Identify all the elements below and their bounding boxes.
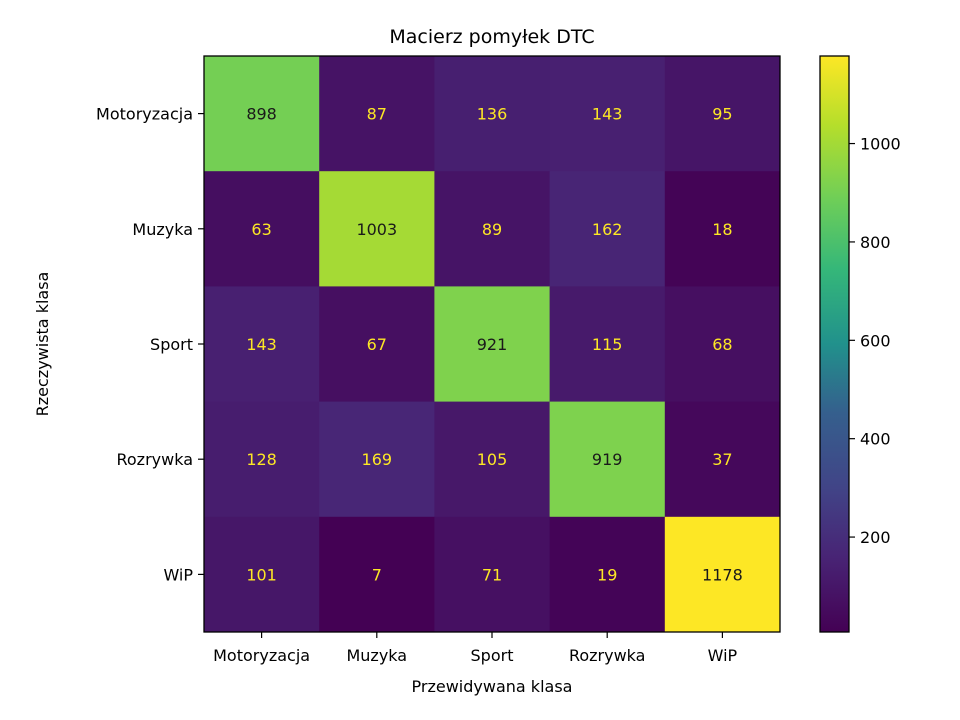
cell-value-label: 143: [592, 105, 623, 124]
colorbar-tick-label: 400: [860, 430, 891, 449]
cell-value-label: 95: [712, 105, 732, 124]
heatmap-cell: [204, 171, 320, 287]
heatmap-cell: [434, 401, 551, 518]
cell-value-label: 89: [482, 220, 502, 239]
cell-value-label: 68: [712, 335, 732, 354]
cell-value-label: 71: [482, 565, 502, 584]
colorbar-ticks: 200 400 600 800 1000: [849, 135, 901, 547]
x-tick-label: WiP: [708, 646, 738, 665]
cell-value-label: 898: [246, 105, 277, 124]
cell-value-label: 1178: [702, 565, 743, 584]
x-axis-label: Przewidywana klasa: [412, 677, 573, 696]
heatmap-cell: [549, 56, 666, 172]
heatmap-cell: [204, 401, 320, 518]
x-tick-label: Motoryzacja: [213, 646, 310, 665]
heatmap-cell: [204, 286, 320, 403]
heatmap-cell: [434, 171, 551, 287]
heatmap-cell: [319, 516, 435, 633]
colorbar-tick-label: 600: [860, 331, 891, 350]
y-axis-ticks: Motoryzacja Muzyka Sport Rozrywka WiP: [96, 105, 204, 584]
cell-value-label: 37: [712, 450, 732, 469]
cell-value-label: 1003: [356, 220, 397, 239]
chart-title: Macierz pomyłek DTC: [389, 26, 594, 48]
x-tick-label: Muzyka: [346, 646, 407, 665]
colorbar-tick-label: 1000: [860, 135, 901, 154]
y-tick-label: Muzyka: [132, 220, 193, 239]
heatmap-cell: [319, 401, 435, 518]
cell-value-label: 18: [712, 220, 732, 239]
heatmap-cell: [319, 171, 435, 287]
cell-value-label: 19: [597, 565, 617, 584]
heatmap-cell: [204, 516, 320, 633]
y-tick-label: Motoryzacja: [96, 105, 193, 124]
y-axis-label: Rzeczywista klasa: [33, 272, 52, 417]
x-tick-label: Sport: [471, 646, 514, 665]
heatmap-cell: [549, 286, 666, 403]
cell-value-label: 101: [246, 565, 277, 584]
cell-value-label: 67: [367, 335, 387, 354]
heatmap-cell-labels: 898 87 136 143 95 63 1003 89 162 18 143 67 921 115 68 1…: [246, 105, 742, 585]
colorbar: [819, 55, 850, 633]
heatmap-cell: [664, 516, 781, 633]
heatmap-cells: [204, 56, 781, 633]
heatmap-cell: [319, 56, 435, 172]
heatmap-cell: [434, 516, 551, 633]
heatmap-cell: [664, 286, 781, 403]
cell-value-label: 162: [592, 220, 623, 239]
heatmap-cell: [549, 401, 666, 518]
x-tick-label: Rozrywka: [569, 646, 646, 665]
cell-value-label: 136: [477, 105, 508, 124]
heatmap-cell: [664, 171, 781, 287]
cell-value-label: 63: [251, 220, 271, 239]
colorbar-tick-label: 200: [860, 528, 891, 547]
cell-value-label: 169: [362, 450, 393, 469]
y-tick-label: Sport: [150, 335, 193, 354]
cell-value-label: 7: [372, 565, 382, 584]
heatmap-cell: [664, 401, 781, 518]
colorbar-tick-label: 800: [860, 233, 891, 252]
heatmap-cell: [549, 516, 666, 633]
cell-value-label: 128: [246, 450, 277, 469]
cell-value-label: 921: [477, 335, 508, 354]
cell-value-label: 919: [592, 450, 623, 469]
heatmap-cell: [664, 56, 781, 172]
heatmap-cell: [204, 56, 320, 172]
y-tick-label: WiP: [163, 565, 193, 584]
cell-value-label: 115: [592, 335, 623, 354]
heatmap-cell: [434, 56, 551, 172]
y-tick-label: Rozrywka: [116, 450, 193, 469]
heatmap-cell: [319, 286, 435, 403]
cell-value-label: 143: [246, 335, 277, 354]
heatmap-cell: [434, 286, 551, 403]
heatmap-cell: [549, 171, 666, 287]
x-axis-ticks: Motoryzacja Muzyka Sport Rozrywka WiP: [213, 632, 738, 665]
cell-value-label: 105: [477, 450, 508, 469]
cell-value-label: 87: [367, 105, 387, 124]
